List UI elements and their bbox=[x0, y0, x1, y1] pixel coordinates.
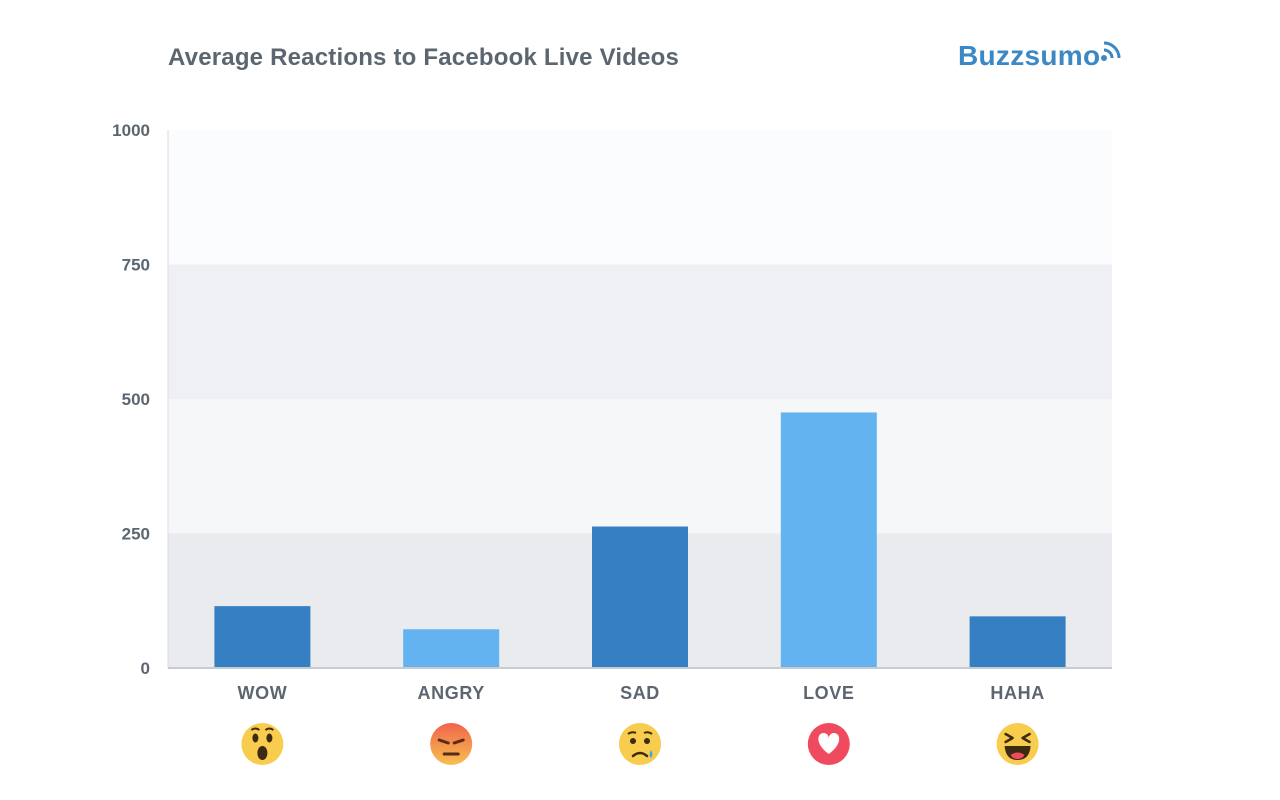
category-icons bbox=[241, 723, 1039, 765]
category-label: SAD bbox=[620, 683, 660, 703]
category-labels: WOW ANGRY SAD LOVE HAHA bbox=[238, 683, 1045, 703]
sad-emoji-icon bbox=[619, 723, 661, 765]
chart-title: Average Reactions to Facebook Live Video… bbox=[168, 44, 680, 71]
love-heart-icon bbox=[807, 723, 850, 765]
axes bbox=[167, 130, 1112, 669]
category-label: ANGRY bbox=[418, 683, 485, 703]
bars bbox=[214, 412, 1066, 668]
category-label: WOW bbox=[238, 683, 288, 703]
y-tick-label: 500 bbox=[122, 390, 150, 409]
grid-band bbox=[168, 130, 1112, 265]
category-label: LOVE bbox=[803, 683, 854, 703]
bar-angry bbox=[403, 629, 500, 668]
y-tick-label: 750 bbox=[122, 256, 150, 275]
category-label: HAHA bbox=[990, 683, 1044, 703]
brand-name: Buzzsumo bbox=[958, 40, 1101, 71]
grid-band bbox=[168, 399, 1112, 534]
bar-wow bbox=[214, 606, 311, 668]
haha-emoji-icon bbox=[996, 723, 1039, 765]
angry-emoji-icon bbox=[430, 723, 473, 765]
y-tick-label: 1000 bbox=[112, 121, 150, 140]
bar-haha bbox=[969, 616, 1066, 668]
wow-emoji-icon bbox=[241, 723, 284, 765]
signal-waves-icon bbox=[1101, 41, 1121, 61]
y-tick-labels: 0 250 500 750 1000 bbox=[112, 121, 150, 678]
bar-love bbox=[780, 412, 877, 668]
brand-logo: Buzzsumo bbox=[958, 38, 1123, 78]
bar-sad bbox=[592, 526, 688, 668]
y-tick-label: 250 bbox=[122, 525, 150, 544]
grid-band bbox=[168, 264, 1112, 399]
y-tick-label: 0 bbox=[141, 659, 150, 678]
